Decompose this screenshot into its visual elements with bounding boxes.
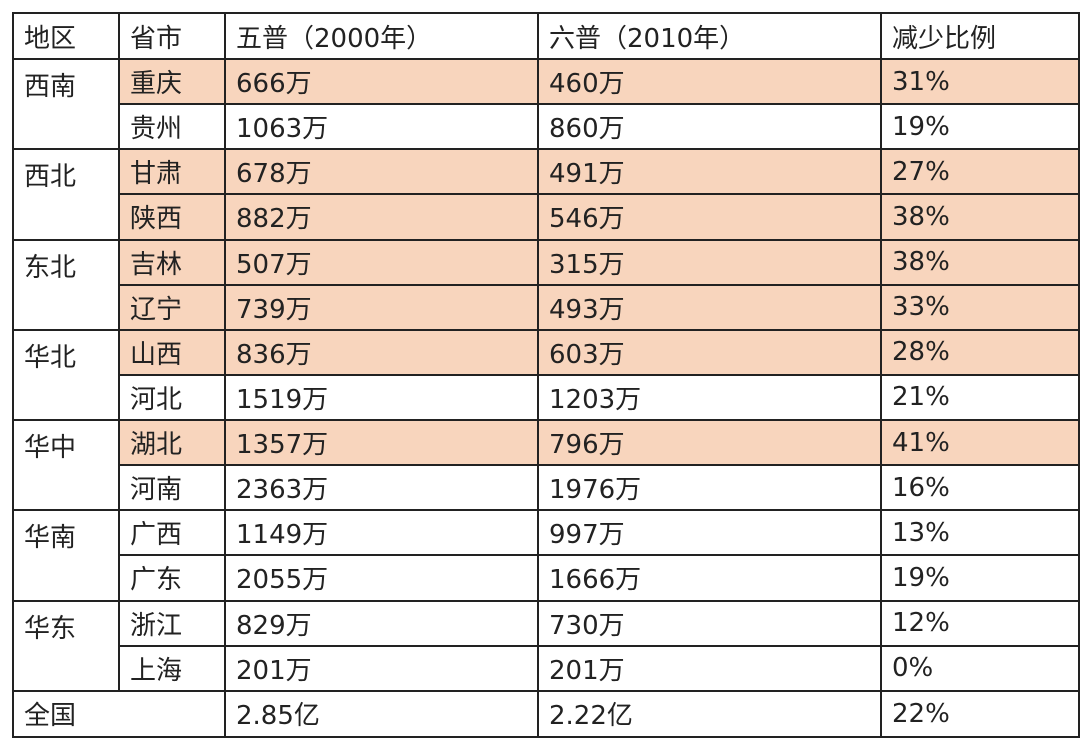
total-label: 全国 [12, 689, 226, 739]
census-2010-cell: 997万 [537, 509, 882, 557]
census-2000-cell: 201万 [224, 644, 539, 692]
table-row: 辽宁 739万 493万 33% [13, 283, 1080, 331]
region-cell: 华南 [12, 509, 120, 602]
decrease-ratio-cell: 28% [880, 328, 1080, 376]
census-2010-cell: 860万 [537, 103, 882, 151]
census-2000-cell: 678万 [224, 148, 539, 196]
census-2000-cell: 1519万 [224, 373, 539, 422]
census-2000-cell: 507万 [224, 238, 539, 286]
total-row: 全国 2.85亿 2.22亿 22% [12, 689, 1080, 739]
census-2000-cell: 2055万 [224, 554, 539, 602]
decrease-ratio-cell: 27% [880, 148, 1080, 196]
total-census-2000: 2.85亿 [224, 689, 539, 739]
census-2000-cell: 882万 [224, 193, 539, 241]
census-2010-cell: 493万 [537, 283, 882, 331]
table-row: 上海 201万 201万 0% [13, 644, 1080, 692]
census-2000-cell: 1357万 [224, 418, 539, 467]
header-row: 地区 省市 五普（2000年） 六普（2010年） 减少比例 [12, 12, 1080, 60]
province-cell: 辽宁 [118, 283, 226, 331]
province-cell: 河北 [118, 373, 226, 422]
population-table: 地区 省市 五普（2000年） 六普（2010年） 减少比例 西南 重庆 666万 4… [12, 12, 1080, 739]
province-cell: 贵州 [118, 103, 226, 151]
census-2010-cell: 315万 [537, 238, 882, 286]
province-cell: 重庆 [118, 57, 226, 106]
table-row: 广东 2055万 1666万 19% [13, 554, 1080, 602]
decrease-ratio-cell: 13% [880, 509, 1080, 557]
province-cell: 上海 [118, 644, 226, 692]
header-province: 省市 [118, 12, 226, 60]
province-cell: 浙江 [118, 599, 226, 647]
census-2000-cell: 666万 [224, 57, 539, 106]
region-cell: 东北 [12, 238, 120, 331]
census-2000-cell: 1063万 [224, 103, 539, 151]
census-2000-cell: 829万 [224, 599, 539, 647]
table-row: 河北 1519万 1203万 21% [13, 373, 1080, 422]
region-cell: 华中 [12, 418, 120, 512]
province-cell: 广东 [118, 554, 226, 602]
census-2010-cell: 460万 [537, 57, 882, 106]
census-2010-cell: 730万 [537, 599, 882, 647]
province-cell: 湖北 [118, 418, 226, 467]
table-row: 西北 甘肃 678万 491万 27% [12, 148, 1080, 241]
census-2010-cell: 1976万 [537, 464, 882, 512]
decrease-ratio-cell: 38% [880, 193, 1080, 241]
decrease-ratio-cell: 16% [880, 464, 1080, 512]
province-cell: 甘肃 [118, 148, 226, 196]
header-region: 地区 [12, 12, 120, 60]
census-2010-cell: 491万 [537, 148, 882, 196]
total-census-2010: 2.22亿 [537, 689, 882, 739]
decrease-ratio-cell: 31% [880, 57, 1080, 106]
decrease-ratio-cell: 12% [880, 599, 1080, 647]
header-census-2000: 五普（2000年） [224, 12, 539, 60]
table-row: 贵州 1063万 860万 19% [13, 103, 1080, 151]
table-row: 东北 吉林 507万 315万 38% [12, 238, 1080, 331]
province-cell: 河南 [118, 464, 226, 512]
decrease-ratio-cell: 38% [880, 238, 1080, 286]
census-2010-cell: 1203万 [537, 373, 882, 422]
table-row: 陕西 882万 546万 38% [13, 193, 1080, 241]
table-row: 河南 2363万 1976万 16% [13, 464, 1080, 512]
province-cell: 广西 [118, 509, 226, 557]
region-cell: 华北 [12, 328, 120, 422]
table-row: 西南 重庆 666万 460万 31% [12, 57, 1080, 151]
province-cell: 山西 [118, 328, 226, 376]
table-row: 华北 山西 836万 603万 28% [12, 328, 1080, 422]
region-cell: 西北 [12, 148, 120, 241]
census-2010-cell: 201万 [537, 644, 882, 692]
total-decrease-ratio: 22% [880, 689, 1080, 739]
header-census-2010: 六普（2010年） [537, 12, 882, 60]
census-2010-cell: 603万 [537, 328, 882, 376]
census-2000-cell: 2363万 [224, 464, 539, 512]
province-cell: 陕西 [118, 193, 226, 241]
decrease-ratio-cell: 19% [880, 103, 1080, 151]
census-2000-cell: 836万 [224, 328, 539, 376]
region-cell: 华东 [12, 599, 120, 692]
decrease-ratio-cell: 19% [880, 554, 1080, 602]
census-2010-cell: 796万 [537, 418, 882, 467]
census-2000-cell: 1149万 [224, 509, 539, 557]
census-2010-cell: 1666万 [537, 554, 882, 602]
region-cell: 西南 [12, 57, 120, 151]
table-body: 西南 重庆 666万 460万 31% 贵州 1063万 860万 19% 西北 甘肃 678万 491… [12, 57, 1080, 739]
table-row: 华中 湖北 1357万 796万 41% [12, 418, 1080, 512]
census-2010-cell: 546万 [537, 193, 882, 241]
table-row: 华南 广西 1149万 997万 13% [12, 509, 1080, 602]
province-cell: 吉林 [118, 238, 226, 286]
decrease-ratio-cell: 41% [880, 418, 1080, 467]
decrease-ratio-cell: 21% [880, 373, 1080, 422]
census-2000-cell: 739万 [224, 283, 539, 331]
table-row: 华东 浙江 829万 730万 12% [12, 599, 1080, 692]
decrease-ratio-cell: 0% [880, 644, 1080, 692]
decrease-ratio-cell: 33% [880, 283, 1080, 331]
header-decrease-ratio: 减少比例 [880, 12, 1080, 60]
